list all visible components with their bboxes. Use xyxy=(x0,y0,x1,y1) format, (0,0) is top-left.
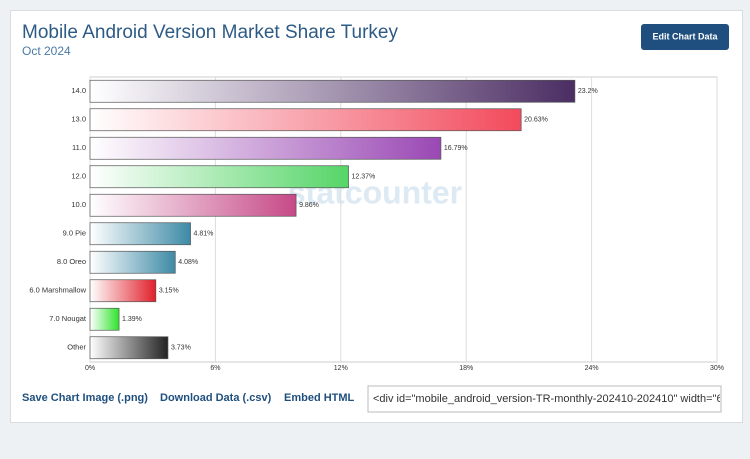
y-tick-label: Other xyxy=(67,343,86,352)
value-label: 16.79% xyxy=(444,145,468,152)
y-tick-label: 14.0 xyxy=(71,86,86,95)
value-label: 20.63% xyxy=(524,117,548,124)
y-tick-label: 6.0 Marshmallow xyxy=(29,286,86,295)
value-label: 12.37% xyxy=(352,174,376,181)
y-tick-label: 13.0 xyxy=(71,115,86,124)
value-label: 4.81% xyxy=(194,231,214,238)
x-tick-label: 18% xyxy=(459,365,473,372)
bar xyxy=(89,222,191,246)
value-label: 9.86% xyxy=(299,202,319,209)
embed-code[interactable]: <div id="mobile_android_version-TR-month… xyxy=(373,393,735,405)
bar xyxy=(89,193,297,217)
y-tick-label: 9.0 Pie xyxy=(63,229,86,238)
bar xyxy=(89,165,349,189)
value-label: 3.15% xyxy=(159,288,179,295)
subtitle: Oct 2024 xyxy=(22,44,71,58)
title: Mobile Android Version Market Share Turk… xyxy=(22,22,398,43)
value-label: 23.2% xyxy=(578,88,598,95)
x-tick-label: 12% xyxy=(334,365,348,372)
value-label: 4.08% xyxy=(178,259,198,266)
x-tick-label: 24% xyxy=(585,365,599,372)
y-tick-label: 7.0 Nougat xyxy=(49,314,87,323)
bar xyxy=(89,307,120,331)
edit-button-label[interactable]: Edit Chart Data xyxy=(652,31,718,41)
link[interactable]: Embed HTML xyxy=(284,392,355,404)
bar xyxy=(89,250,176,274)
x-tick-label: 30% xyxy=(710,365,724,372)
x-tick-label: 0% xyxy=(85,365,95,372)
bar xyxy=(89,79,576,103)
y-tick-label: 12.0 xyxy=(71,172,86,181)
value-label: 1.39% xyxy=(122,316,142,323)
bar xyxy=(89,336,169,360)
bar xyxy=(89,279,157,303)
edit-button[interactable] xyxy=(641,24,729,50)
y-tick-label: 8.0 Oreo xyxy=(57,257,86,266)
y-tick-label: 11.0 xyxy=(72,143,86,152)
x-tick-label: 6% xyxy=(210,365,220,372)
y-tick-label: 10.0 xyxy=(71,200,86,209)
link[interactable]: Save Chart Image (.png) xyxy=(22,392,148,404)
bar xyxy=(89,136,442,160)
embed-input[interactable] xyxy=(367,385,722,413)
link[interactable]: Download Data (.csv) xyxy=(160,392,272,404)
embed-clip: <div id="mobile_android_version-TR-month… xyxy=(373,393,735,405)
value-label: 3.73% xyxy=(171,345,191,352)
bar xyxy=(89,108,522,132)
